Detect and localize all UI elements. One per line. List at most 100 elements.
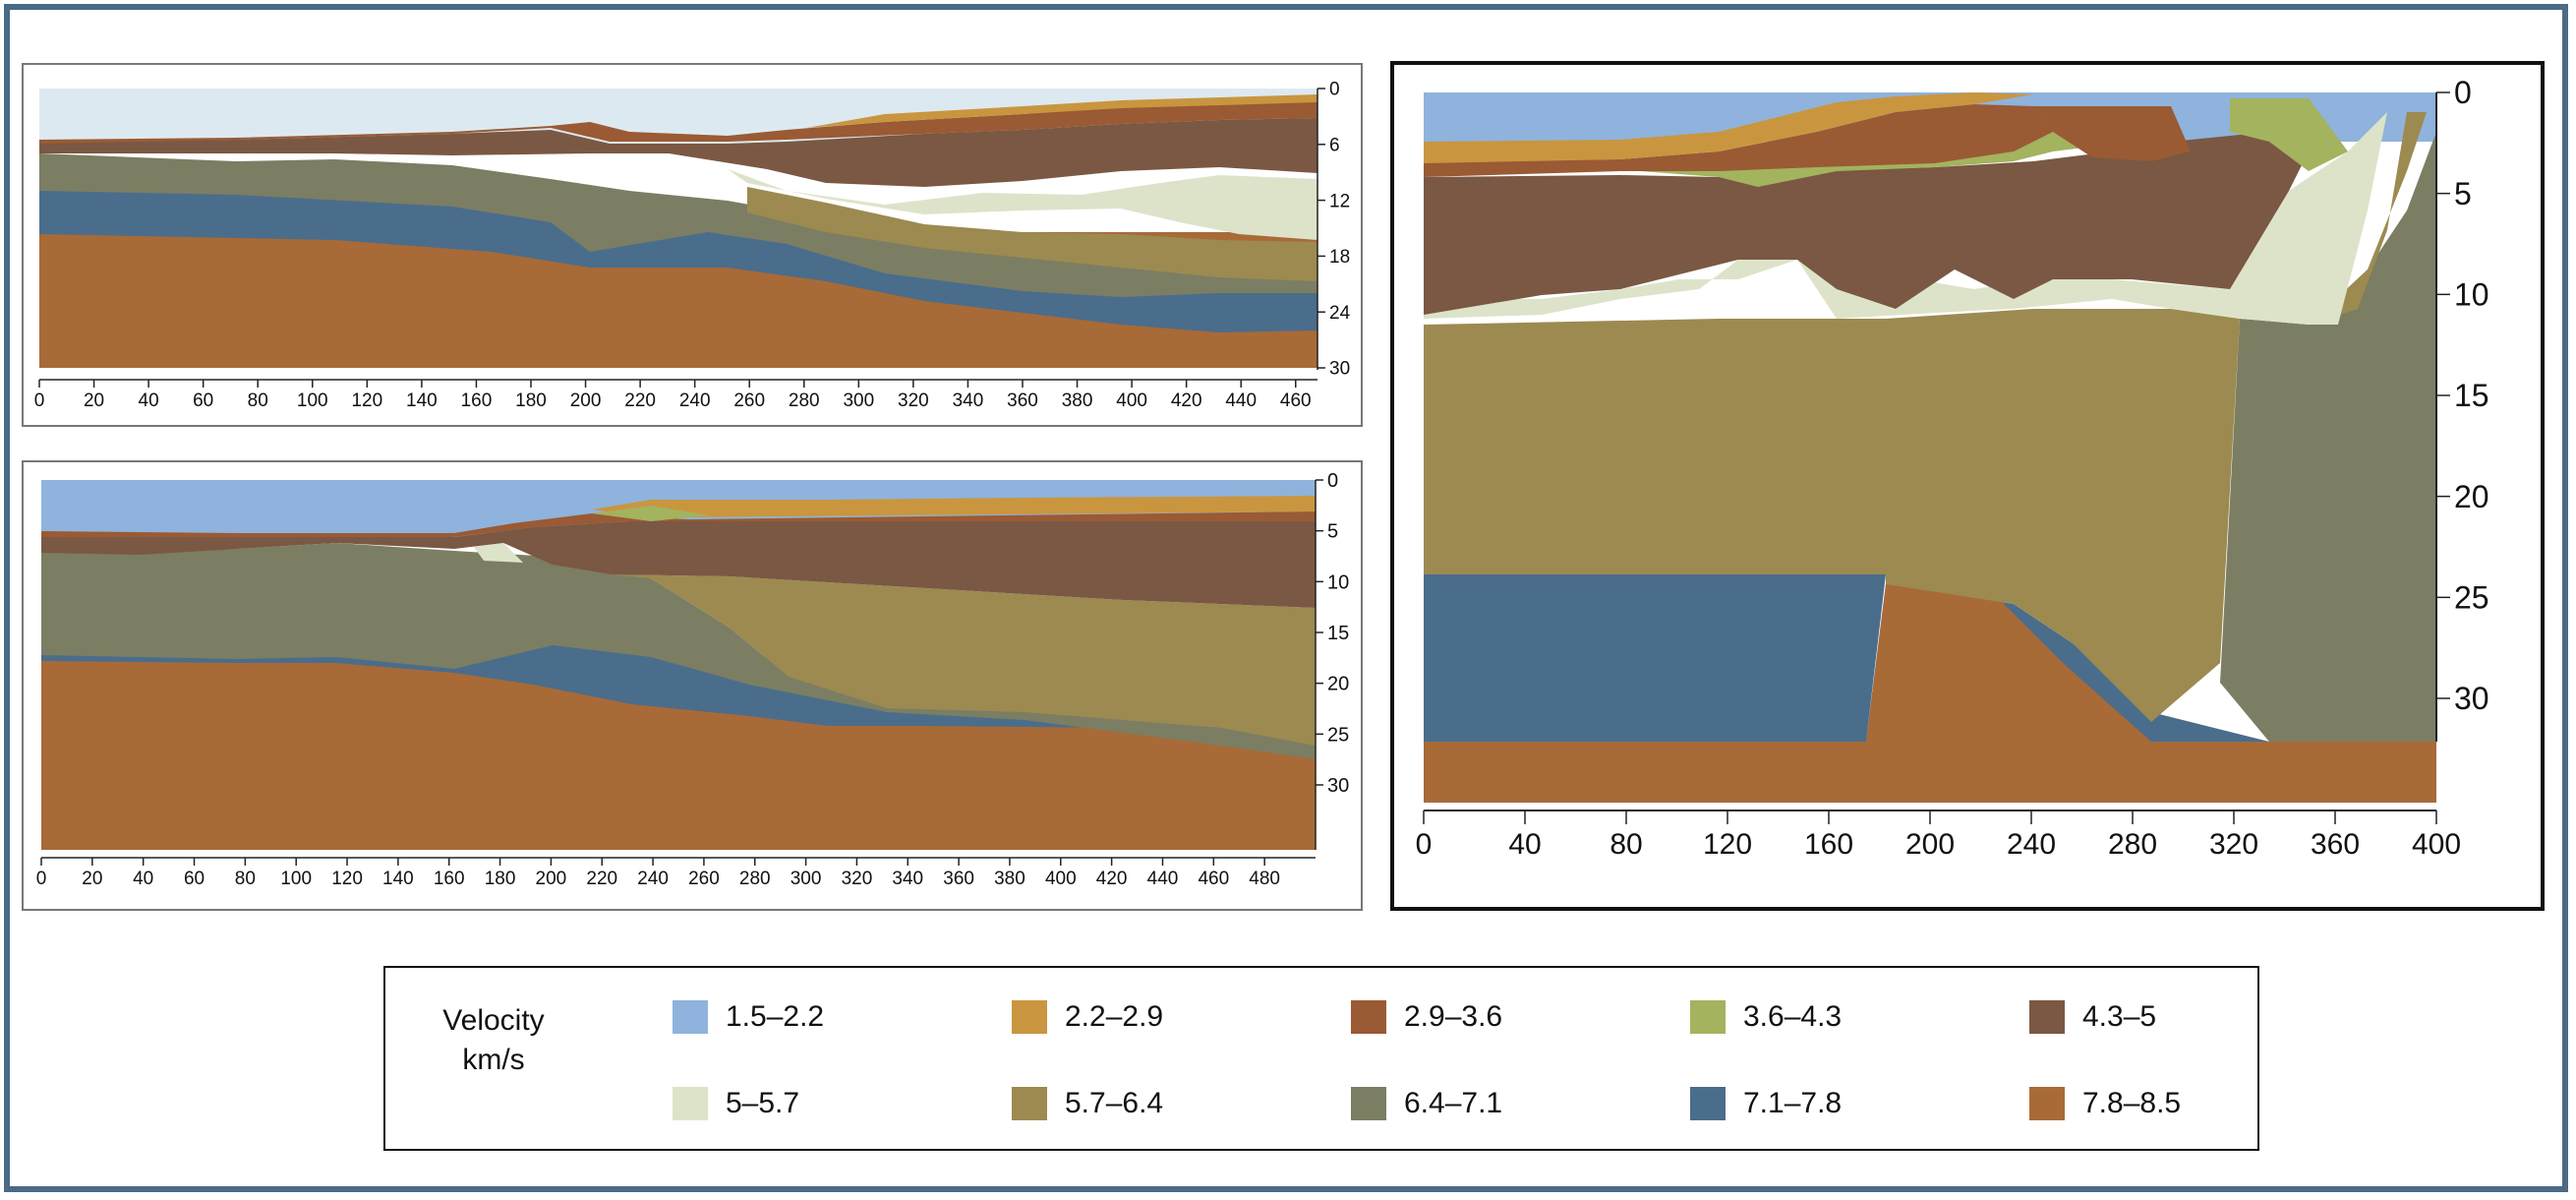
legend-item: 2.2–2.9	[1012, 997, 1163, 1037]
x-tick-label: 200	[536, 869, 567, 889]
x-tick-label: 100	[280, 869, 312, 889]
legend-swatch	[673, 1000, 708, 1034]
x-axis-ticks: 0 20 40 60 80 100 120 140 160 180 200 220 240 260 280 3…	[34, 380, 1312, 411]
legend-title-line2: km/s	[462, 1044, 525, 1076]
layer-7-1	[41, 641, 1316, 755]
legend-item: 5.7–6.4	[1012, 1084, 1163, 1123]
layer-7-1-left	[1424, 574, 1886, 742]
legend-item: 2.9–3.6	[1351, 997, 1502, 1037]
legend-item: 7.8–8.5	[2029, 1084, 2181, 1123]
x-tick-label: 480	[1249, 869, 1280, 889]
x-tick-label: 0	[34, 390, 45, 411]
layer-2-9	[1424, 104, 2053, 177]
x-tick-label: 180	[485, 869, 516, 889]
x-tick-label: 40	[133, 869, 153, 889]
x-tick-label: 100	[297, 390, 328, 411]
x-tick-label: 240	[2007, 828, 2056, 861]
legend-item: 6.4–7.1	[1351, 1084, 1502, 1123]
x-tick-label: 160	[434, 869, 465, 889]
x-tick-label: 380	[994, 869, 1025, 889]
x-tick-label: 140	[406, 390, 438, 411]
x-tick-label: 120	[331, 869, 363, 889]
legend-item: 5–5.7	[673, 1084, 799, 1123]
x-tick-label: 220	[586, 869, 617, 889]
x-tick-label: 200	[1905, 828, 1955, 861]
y-tick-label: 5	[1327, 521, 1338, 543]
x-tick-label: 400	[1116, 390, 1147, 411]
legend-item: 3.6–4.3	[1690, 997, 1842, 1037]
layer-5-5-right	[2230, 112, 2387, 325]
layer-4-3	[39, 118, 1317, 187]
layer-5-7	[1424, 309, 2240, 722]
section-a-svg: 0 20 40 60 80 100 120 140 160 180 200 220 240 260 280 3…	[34, 80, 1351, 411]
x-tick-label: 220	[624, 390, 656, 411]
x-tick-label: 120	[1703, 828, 1752, 861]
legend-item: 7.1–7.8	[1690, 1084, 1842, 1123]
x-tick-label: 60	[184, 869, 205, 889]
y-tick-label: 20	[1327, 674, 1349, 695]
legend-label: 7.8–8.5	[2082, 1087, 2182, 1119]
section-c-svg: 0 40 80 120 160 200 240 280 320 360 400 0 5 10 15 20 25…	[1416, 75, 2489, 861]
legend-label: 3.6–4.3	[1743, 1000, 1843, 1033]
section-panel-a: 0 20 40 60 80 100 120 140 160 180 200 220 240 260 280 3…	[22, 63, 1363, 427]
x-tick-label: 120	[351, 390, 382, 411]
legend-swatch	[1351, 1000, 1386, 1034]
legend-label: 1.5–2.2	[726, 1000, 825, 1033]
x-tick-label: 140	[382, 869, 414, 889]
velocity-legend: Velocity km/s 1.5–2.2 2.2–2.9 2.9–3.6 3.6–4…	[383, 966, 2259, 1151]
legend-label: 5.7–6.4	[1065, 1087, 1164, 1119]
y-tick-label: 18	[1329, 247, 1350, 268]
y-tick-label: 15	[1327, 623, 1349, 644]
figure-frame	[4, 4, 2568, 1192]
x-tick-label: 80	[248, 390, 268, 411]
y-tick-label: 5	[2454, 176, 2472, 211]
section-panel-b: 0 20 40 60 80 100 120 140 160 180 200 220 240 260 280 3…	[22, 460, 1363, 911]
y-tick-label: 0	[1327, 470, 1338, 492]
mantle-base	[1424, 742, 2436, 803]
layer-2-9	[41, 511, 1316, 537]
y-tick-label: 24	[1329, 303, 1351, 324]
x-tick-label: 160	[1804, 828, 1853, 861]
layer-7-8-wedge	[1866, 584, 2151, 742]
layer-7-1	[39, 183, 1317, 332]
x-axis-ticks: 0 40 80 120 160 200 240 280 320 360 400	[1416, 810, 2461, 861]
layer-6-4	[41, 543, 1316, 759]
x-tick-label: 380	[1062, 390, 1093, 411]
legend-item: 4.3–5	[2029, 997, 2156, 1037]
x-tick-label: 280	[789, 390, 820, 411]
legend-swatch	[1690, 1000, 1726, 1034]
legend-swatch	[2029, 1087, 2065, 1120]
legend-label: 2.9–3.6	[1404, 1000, 1503, 1033]
x-tick-label: 260	[688, 869, 720, 889]
x-tick-label: 240	[679, 390, 711, 411]
legend-title: Velocity km/s	[425, 1001, 562, 1080]
x-tick-label: 360	[2311, 828, 2360, 861]
y-axis-ticks: 0 6 12 18 24 30	[1317, 80, 1351, 380]
layer-4-3	[1424, 132, 2309, 315]
x-tick-label: 320	[842, 869, 873, 889]
x-tick-label: 20	[82, 869, 102, 889]
x-tick-label: 420	[1096, 869, 1128, 889]
x-tick-label: 280	[2108, 828, 2157, 861]
x-tick-label: 300	[790, 869, 822, 889]
section-b-svg: 0 20 40 60 80 100 120 140 160 180 200 220 240 260 280 3…	[36, 470, 1350, 889]
legend-label: 6.4–7.1	[1404, 1087, 1503, 1119]
x-tick-label: 180	[515, 390, 547, 411]
x-axis-ticks: 0 20 40 60 80 100 120 140 160 180 200 220 240 260 280 3…	[36, 858, 1280, 889]
y-axis-ticks: 0 5 10 15 20 25 30	[1316, 470, 1349, 797]
legend-label: 2.2–2.9	[1065, 1000, 1164, 1033]
x-tick-label: 0	[36, 869, 47, 889]
layer-2-2	[1424, 92, 2033, 163]
legend-label: 5–5.7	[726, 1087, 800, 1119]
legend-swatch	[673, 1087, 708, 1120]
x-tick-label: 460	[1280, 390, 1312, 411]
x-tick-label: 400	[2412, 828, 2461, 861]
y-tick-label: 15	[2454, 378, 2489, 413]
y-tick-label: 10	[1327, 571, 1349, 593]
x-tick-label: 440	[1147, 869, 1179, 889]
y-tick-label: 30	[1327, 775, 1349, 797]
layer-5-7-right	[2309, 112, 2427, 325]
x-tick-label: 280	[739, 869, 771, 889]
x-tick-label: 20	[84, 390, 104, 411]
layer-5-5	[728, 169, 1317, 240]
